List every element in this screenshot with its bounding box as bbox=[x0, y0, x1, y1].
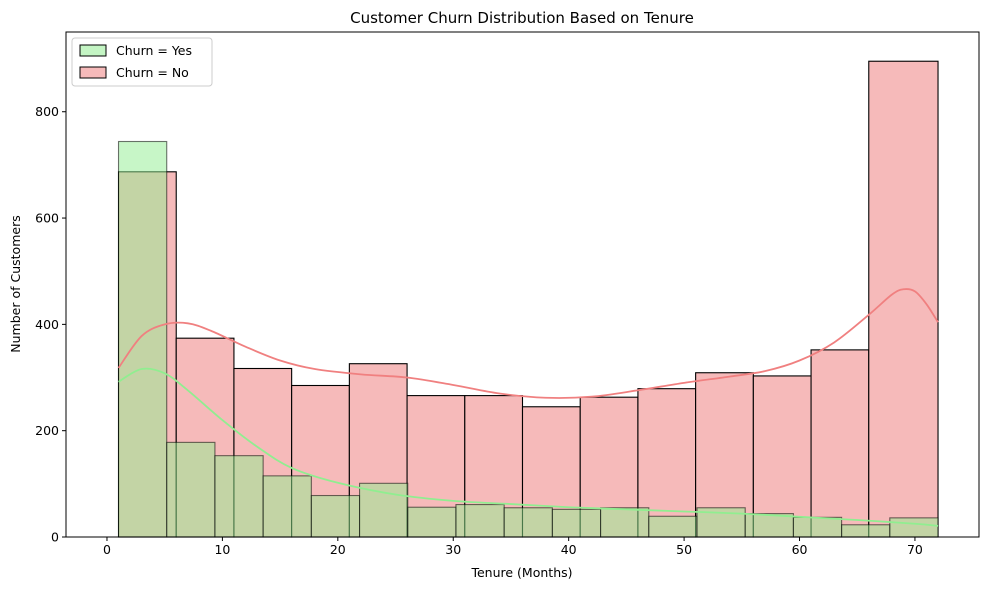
y-tick-label: 800 bbox=[35, 104, 59, 119]
legend-label-churn-yes: Churn = Yes bbox=[116, 43, 192, 58]
bar-churn-yes bbox=[455, 504, 505, 538]
x-axis-label: Tenure (Months) bbox=[470, 565, 572, 580]
bar-churn-yes bbox=[600, 507, 650, 538]
bar-churn-yes bbox=[262, 475, 312, 538]
bar-churn-no bbox=[810, 349, 870, 538]
legend-swatch-churn-no bbox=[79, 66, 107, 79]
bar-churn-yes bbox=[214, 455, 264, 538]
bar-churn-yes bbox=[117, 140, 168, 538]
bar-churn-yes bbox=[358, 482, 409, 538]
x-tick-label: 20 bbox=[330, 542, 346, 557]
bar-churn-no bbox=[868, 60, 939, 538]
x-tick-label: 70 bbox=[907, 542, 923, 557]
bar-churn-yes bbox=[889, 517, 939, 538]
bar-churn-yes bbox=[648, 515, 698, 538]
legend-swatch-churn-yes bbox=[79, 44, 107, 57]
y-tick-label: 0 bbox=[51, 530, 59, 545]
legend-box bbox=[71, 37, 213, 87]
bar-churn-yes bbox=[792, 516, 843, 538]
legend-label-churn-no: Churn = No bbox=[116, 65, 189, 80]
bar-churn-yes bbox=[310, 494, 361, 538]
kde-line-churn-yes bbox=[118, 367, 939, 527]
bar-churn-yes bbox=[841, 524, 891, 538]
bar-churn-yes bbox=[551, 508, 602, 538]
legend: Churn = Yes Churn = No bbox=[71, 37, 213, 87]
y-axis-ticks: 0 200 400 600 800 bbox=[35, 104, 66, 545]
x-tick-label: 40 bbox=[561, 542, 577, 557]
y-tick-label: 400 bbox=[35, 317, 59, 332]
bar-churn-yes bbox=[503, 507, 553, 538]
bar-churn-yes bbox=[744, 513, 794, 538]
bar-churn-yes bbox=[407, 506, 457, 538]
bar-churn-yes bbox=[166, 441, 216, 538]
y-tick-label: 200 bbox=[35, 423, 59, 438]
axes-frame bbox=[65, 31, 980, 538]
bar-churn-no bbox=[752, 375, 812, 538]
chart-title: Customer Churn Distribution Based on Ten… bbox=[350, 9, 694, 27]
x-axis-ticks: 0 10 20 30 40 50 60 70 bbox=[103, 537, 923, 557]
kde-line-churn-no bbox=[117, 288, 939, 399]
x-tick-label: 50 bbox=[676, 542, 692, 557]
y-axis-label: Number of Customers bbox=[8, 215, 23, 352]
y-tick-label: 600 bbox=[35, 211, 59, 226]
x-tick-label: 0 bbox=[103, 542, 111, 557]
plot-area bbox=[117, 60, 939, 538]
x-tick-label: 60 bbox=[792, 542, 808, 557]
x-tick-label: 10 bbox=[214, 542, 230, 557]
x-tick-label: 30 bbox=[445, 542, 461, 557]
